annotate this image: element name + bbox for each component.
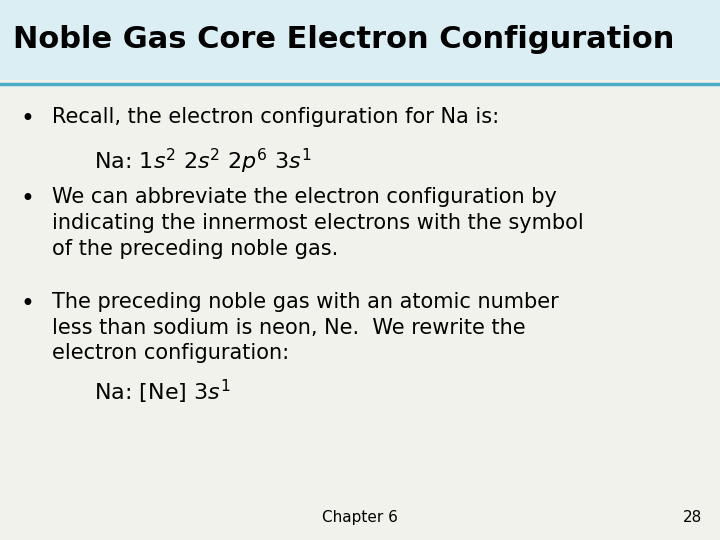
- Text: Recall, the electron configuration for Na is:: Recall, the electron configuration for N…: [52, 107, 499, 127]
- Text: electron configuration:: electron configuration:: [52, 343, 289, 363]
- Text: We can abbreviate the electron configuration by: We can abbreviate the electron configura…: [52, 187, 557, 207]
- Text: •: •: [20, 187, 34, 211]
- Text: 28: 28: [683, 510, 702, 525]
- FancyBboxPatch shape: [0, 0, 720, 80]
- Text: Na: 1$s^2$ 2$s^2$ 2$p^6$ 3$s^1$: Na: 1$s^2$ 2$s^2$ 2$p^6$ 3$s^1$: [94, 146, 311, 176]
- Text: indicating the innermost electrons with the symbol: indicating the innermost electrons with …: [52, 213, 584, 233]
- Text: •: •: [20, 107, 34, 131]
- Text: •: •: [20, 292, 34, 315]
- Text: Noble Gas Core Electron Configuration: Noble Gas Core Electron Configuration: [13, 25, 675, 55]
- Text: of the preceding noble gas.: of the preceding noble gas.: [52, 239, 338, 259]
- Text: less than sodium is neon, Ne.  We rewrite the: less than sodium is neon, Ne. We rewrite…: [52, 318, 526, 338]
- Text: The preceding noble gas with an atomic number: The preceding noble gas with an atomic n…: [52, 292, 559, 312]
- Text: Na: [Ne] 3$s^1$: Na: [Ne] 3$s^1$: [94, 377, 230, 406]
- Text: Chapter 6: Chapter 6: [322, 510, 398, 525]
